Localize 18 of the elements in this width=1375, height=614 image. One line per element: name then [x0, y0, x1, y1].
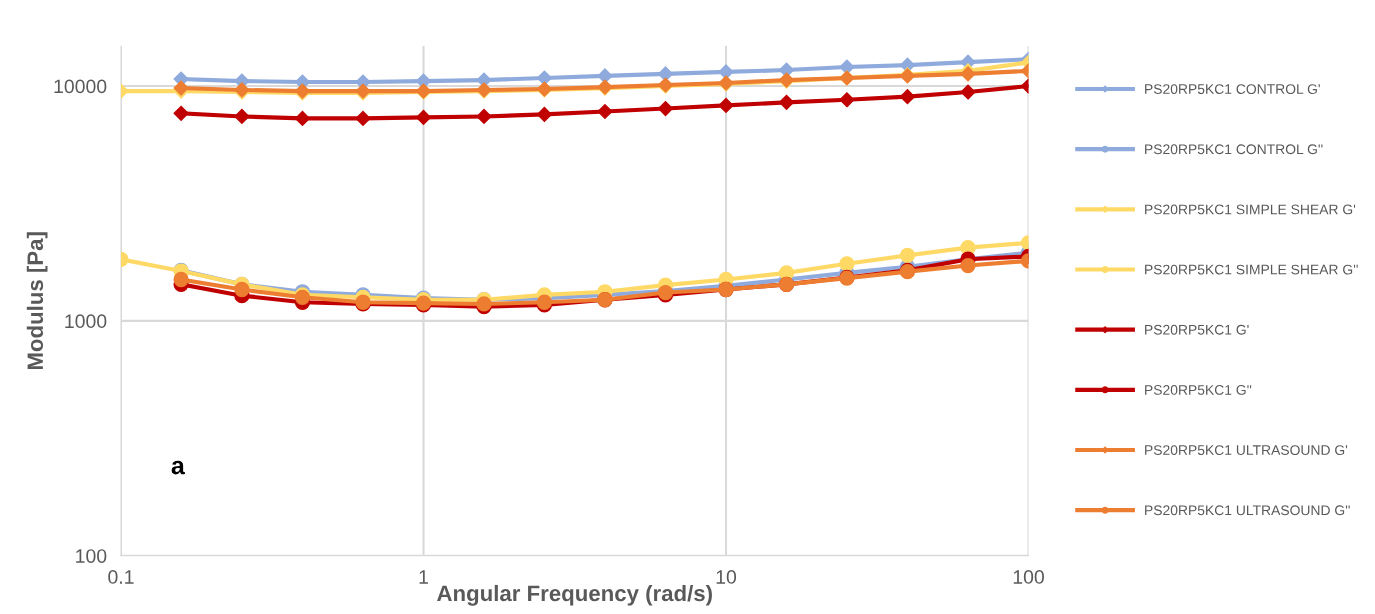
x-tick-label: 1: [419, 570, 428, 584]
y-tick-label: 100: [76, 549, 107, 563]
annotation: a: [171, 460, 185, 475]
legend-label: PS20RP5KC1 ULTRASOUND G': [1145, 445, 1348, 456]
legend-label: PS20RP5KC1 ULTRASOUND G'': [1145, 505, 1350, 516]
legend-label: PS20RP5KC1 SIMPLE SHEAR G': [1145, 204, 1356, 215]
x-tick-label: 10: [716, 570, 737, 584]
legend-label: PS20RP5KC1 CONTROL G'': [1145, 144, 1323, 155]
y-tick-label: 1000: [65, 314, 107, 329]
y-axis-title: Modulus [Pa]: [26, 232, 48, 370]
legend-label: PS20RP5KC1 CONTROL G': [1145, 84, 1320, 94]
legend-label: PS20RP5KC1 SIMPLE SHEAR G'': [1145, 264, 1358, 275]
legend-label: PS20RP5KC1 G': [1145, 324, 1249, 335]
y-tick-label: 10000: [54, 79, 107, 94]
x-tick-label: 100: [1013, 570, 1044, 584]
x-tick-label: 0.1: [108, 570, 134, 584]
legend-label: PS20RP5KC1 G'': [1145, 385, 1252, 395]
x-axis-title: Angular Frequency (rad/s): [437, 584, 712, 606]
